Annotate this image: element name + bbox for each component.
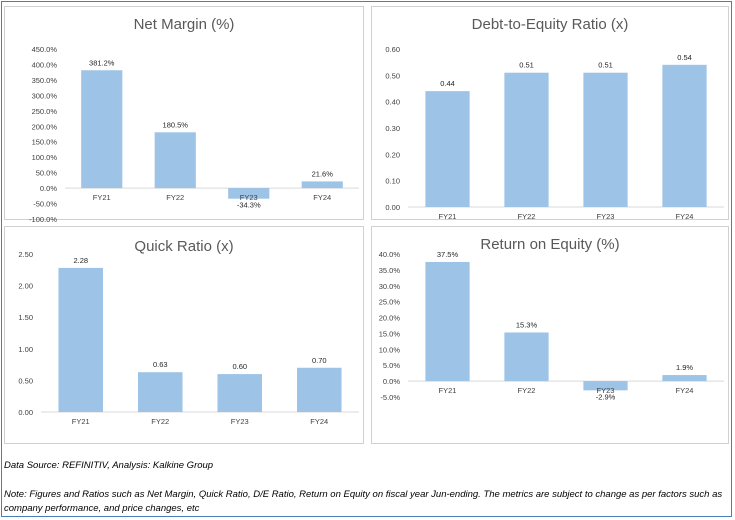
y-tick-label: 0.20	[385, 150, 400, 159]
data-label: 37.5%	[437, 250, 459, 259]
y-tick-label: 150.0%	[32, 138, 58, 147]
chart-title: Net Margin (%)	[133, 16, 235, 33]
y-tick-label: 0.50	[18, 376, 33, 385]
data-label: 1.9%	[676, 363, 693, 372]
y-tick-label: 25.0%	[379, 298, 401, 307]
bar-fy23	[228, 188, 270, 199]
y-tick-label: 35.0%	[379, 266, 401, 275]
y-tick-label: 100.0%	[32, 153, 58, 162]
data-label: 21.6%	[312, 169, 334, 178]
x-tick-label: FY23	[231, 417, 249, 426]
y-tick-label: 400.0%	[32, 60, 58, 69]
bar-fy22	[154, 132, 196, 189]
data-label: 15.3%	[516, 320, 538, 329]
y-tick-label: 200.0%	[32, 122, 58, 131]
data-label: 381.2%	[89, 58, 115, 67]
x-tick-label: FY21	[439, 386, 457, 395]
y-tick-label: 2.50	[18, 250, 33, 259]
y-tick-label: 450.0%	[32, 45, 58, 54]
x-tick-label: FY23	[597, 212, 615, 221]
y-tick-label: 30.0%	[379, 282, 401, 291]
bar-fy22	[504, 332, 549, 382]
y-tick-label: 0.50	[385, 71, 400, 80]
y-tick-label: -100.0%	[29, 215, 57, 224]
x-tick-label: FY22	[166, 193, 184, 202]
y-tick-label: -50.0%	[33, 200, 57, 209]
quick-ratio-chart: Quick Ratio (x) 0.00 0.50 1.00 1.50 2.00 2.50…	[4, 226, 364, 444]
data-label: 0.51	[519, 61, 534, 70]
data-label: 2.28	[73, 256, 88, 265]
quick-ratio-plot: 0.00 0.50 1.00 1.50 2.00 2.50 2.28 FY21 0.63 FY22…	[18, 250, 359, 426]
y-tick-label: 1.00	[18, 345, 33, 354]
x-tick-label: FY22	[518, 386, 536, 395]
bar-fy21	[425, 261, 470, 382]
x-tick-label: FY22	[518, 212, 536, 221]
bar-fy24	[662, 375, 707, 382]
data-label: -34.3%	[237, 201, 261, 210]
data-label: -2.9%	[596, 392, 616, 401]
bar-fy23	[583, 381, 628, 391]
x-tick-label: FY21	[439, 212, 457, 221]
bar-fy21	[81, 70, 123, 189]
bar-fy23	[217, 374, 263, 412]
bar-fy21	[58, 267, 104, 412]
data-label: 0.44	[440, 79, 455, 88]
y-tick-label: 250.0%	[32, 107, 58, 116]
x-tick-label: FY23	[597, 386, 615, 395]
x-tick-label: FY24	[676, 386, 694, 395]
chart-title: Debt-to-Equity Ratio (x)	[471, 16, 629, 33]
y-tick-label: 5.0%	[383, 361, 400, 370]
debt-to-equity-chart: Debt-to-Equity Ratio (x) 0.00 0.10 0.20 0.3…	[371, 6, 729, 221]
y-tick-label: 0.10	[385, 177, 400, 186]
data-label: 0.60	[232, 362, 247, 371]
bar-fy22	[504, 72, 549, 207]
y-tick-label: 0.0%	[383, 377, 400, 386]
y-tick-label: 40.0%	[379, 250, 401, 259]
data-label: 180.5%	[163, 120, 189, 129]
bar-fy24	[662, 64, 707, 207]
bar-fy24	[301, 181, 343, 189]
y-tick-label: 300.0%	[32, 91, 58, 100]
y-tick-label: 0.00	[385, 203, 400, 212]
data-label: 0.63	[153, 360, 168, 369]
y-tick-label: 15.0%	[379, 329, 401, 338]
x-tick-label: FY24	[310, 417, 328, 426]
y-tick-label: 20.0%	[379, 314, 401, 323]
chart-title: Quick Ratio (x)	[134, 238, 234, 255]
y-tick-label: 0.30	[385, 124, 400, 133]
y-tick-label: 1.50	[18, 313, 33, 322]
footnote: Note: Figures and Ratios such as Net Mar…	[4, 489, 723, 514]
data-label: 0.70	[312, 356, 327, 365]
y-tick-label: 50.0%	[36, 169, 58, 178]
bar-fy24	[296, 367, 342, 412]
y-tick-label: 0.40	[385, 98, 400, 107]
y-tick-label: 0.00	[18, 408, 33, 417]
net-margin-chart: Net Margin (%) -100.0% -50.0% 0.0% 50.0% 100…	[4, 6, 364, 224]
x-tick-label: FY23	[240, 193, 258, 202]
data-label: 0.54	[677, 53, 692, 62]
y-tick-label: 2.00	[18, 282, 33, 291]
data-source: Data Source: REFINITIV, Analysis: Kalkin…	[4, 460, 214, 471]
x-tick-label: FY24	[313, 193, 331, 202]
return-on-equity-chart: Return on Equity (%) -5.0% 0.0% 5.0% 10.0% 1…	[371, 226, 729, 444]
bar-fy23	[583, 72, 628, 207]
x-tick-label: FY21	[93, 193, 111, 202]
y-tick-label: 10.0%	[379, 345, 401, 354]
y-tick-label: 350.0%	[32, 76, 58, 85]
chart-title: Return on Equity (%)	[480, 236, 620, 253]
return-on-equity-plot: -5.0% 0.0% 5.0% 10.0% 15.0% 20.0% 25.0% 30.0% 35…	[379, 250, 724, 402]
x-tick-label: FY24	[676, 212, 694, 221]
y-tick-label: 0.0%	[40, 184, 57, 193]
data-label: 0.51	[598, 61, 613, 70]
x-tick-label: FY22	[151, 417, 169, 426]
net-margin-plot: -100.0% -50.0% 0.0% 50.0% 100.0% 150.0% 200.0%…	[29, 45, 359, 224]
bar-fy22	[137, 372, 183, 412]
bar-fy21	[425, 91, 470, 207]
y-tick-label: 0.60	[385, 45, 400, 54]
debt-to-equity-plot: 0.00 0.10 0.20 0.30 0.40 0.50 0.60 0.44 FY21 0.51…	[385, 45, 724, 221]
x-tick-label: FY21	[72, 417, 90, 426]
y-tick-label: -5.0%	[380, 393, 400, 402]
